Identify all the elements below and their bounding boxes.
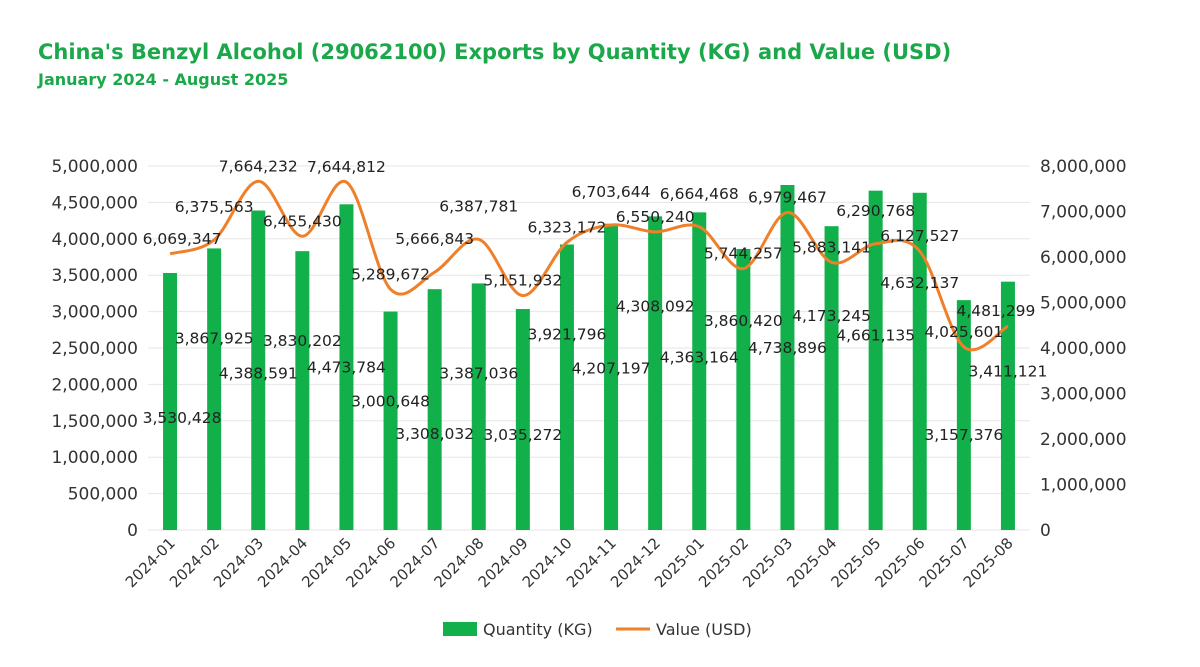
y-left-tick-label: 2,000,000 xyxy=(51,375,138,395)
bar-quantity xyxy=(559,244,574,530)
y-left-tick-label: 5,000,000 xyxy=(51,157,138,177)
data-label-quantity: 4,661,135 xyxy=(836,327,915,345)
data-label-quantity: 4,632,137 xyxy=(880,274,959,292)
data-label-quantity: 3,530,428 xyxy=(143,409,222,427)
data-label-quantity: 3,411,121 xyxy=(969,363,1048,381)
bar-quantity xyxy=(471,283,486,530)
data-label-quantity: 3,860,420 xyxy=(704,312,783,330)
data-label-value: 5,289,672 xyxy=(351,265,430,283)
legend-label-value: Value (USD) xyxy=(656,620,752,639)
data-label-value: 6,703,644 xyxy=(572,183,651,201)
bar-quantity xyxy=(295,251,310,530)
data-label-value: 7,644,812 xyxy=(307,158,386,176)
y-left-tick-label: 1,500,000 xyxy=(51,412,138,432)
data-label-value: 5,744,257 xyxy=(704,245,783,263)
data-label-value: 6,069,347 xyxy=(143,230,222,248)
bar-quantity xyxy=(163,272,178,530)
y-left-tick-label: 500,000 xyxy=(68,485,138,505)
data-label-quantity: 4,173,245 xyxy=(792,307,871,325)
data-label-quantity: 3,387,036 xyxy=(439,364,518,382)
y-right-tick-label: 6,000,000 xyxy=(1040,248,1127,268)
bar-quantity xyxy=(780,185,795,531)
chart-subtitle: January 2024 - August 2025 xyxy=(38,70,289,89)
y-left-tick-label: 4,000,000 xyxy=(51,230,138,250)
data-label-quantity: 3,830,202 xyxy=(263,332,342,350)
bar-quantity xyxy=(515,309,530,530)
line-value xyxy=(169,179,1009,352)
data-label-quantity: 3,921,796 xyxy=(528,325,607,343)
y-right-tick-label: 7,000,000 xyxy=(1040,203,1127,223)
data-label-quantity: 4,363,164 xyxy=(660,348,739,366)
y-right-tick-label: 3,000,000 xyxy=(1040,385,1127,405)
bar-quantity xyxy=(648,216,663,530)
data-label-quantity: 3,157,376 xyxy=(924,426,1003,444)
bar-quantity xyxy=(868,190,883,530)
data-label-value: 5,151,932 xyxy=(483,272,562,290)
bar-quantity xyxy=(207,248,222,531)
data-label-quantity: 4,308,092 xyxy=(616,297,695,315)
data-label-value: 4,025,601 xyxy=(924,323,1003,341)
y-right-tick-label: 5,000,000 xyxy=(1040,294,1127,314)
chart-title: China's Benzyl Alcohol (29062100) Export… xyxy=(38,40,952,64)
data-label-value: 6,323,172 xyxy=(528,218,607,236)
bar-quantity xyxy=(427,289,442,530)
y-right-tick-label: 1,000,000 xyxy=(1040,476,1127,496)
bar-quantity xyxy=(956,300,971,530)
y-right-tick-label: 0 xyxy=(1040,521,1051,541)
data-label-value: 5,883,141 xyxy=(792,238,871,256)
legend-swatch-quantity xyxy=(443,622,477,636)
data-label-quantity: 4,207,197 xyxy=(572,360,651,378)
y-right-tick-label: 8,000,000 xyxy=(1040,157,1127,177)
data-label-value: 6,127,527 xyxy=(880,227,959,245)
y-left-tick-label: 3,000,000 xyxy=(51,303,138,323)
data-label-quantity: 3,000,648 xyxy=(351,393,430,411)
data-label-quantity: 3,867,925 xyxy=(175,329,254,347)
y-left-tick-label: 2,500,000 xyxy=(51,339,138,359)
y-right-tick-label: 4,000,000 xyxy=(1040,339,1127,359)
data-label-value: 6,979,467 xyxy=(748,188,827,206)
y-right-tick-label: 2,000,000 xyxy=(1040,430,1127,450)
bar-quantity xyxy=(692,212,707,530)
bar-quantity xyxy=(604,223,619,530)
bar-quantity xyxy=(912,192,927,530)
data-label-value: 6,375,563 xyxy=(175,198,254,216)
data-label-value: 6,550,240 xyxy=(616,208,695,226)
data-label-quantity: 3,308,032 xyxy=(395,425,474,443)
data-label-quantity: 4,738,896 xyxy=(748,339,827,357)
bar-quantity xyxy=(736,248,751,530)
data-label-quantity: 4,388,591 xyxy=(219,365,298,383)
data-label-value: 6,455,430 xyxy=(263,212,342,230)
legend-label-quantity: Quantity (KG) xyxy=(483,620,593,639)
data-label-quantity: 3,035,272 xyxy=(483,426,562,444)
data-label-quantity: 4,473,784 xyxy=(307,358,386,376)
y-left-tick-label: 4,500,000 xyxy=(51,193,138,213)
data-label-value: 5,666,843 xyxy=(395,230,474,248)
bar-quantity xyxy=(824,226,839,531)
data-label-value: 6,664,468 xyxy=(660,185,739,203)
bar-quantity xyxy=(383,311,398,530)
data-label-value: 6,290,768 xyxy=(836,202,915,220)
y-left-tick-label: 0 xyxy=(127,521,138,541)
data-label-value: 7,664,232 xyxy=(219,157,298,175)
y-left-tick-label: 1,000,000 xyxy=(51,448,138,468)
bar-quantity xyxy=(339,204,354,530)
bar-quantity xyxy=(251,210,266,531)
data-label-value: 4,481,299 xyxy=(957,302,1036,320)
y-left-tick-label: 3,500,000 xyxy=(51,266,138,286)
data-label-value: 6,387,781 xyxy=(439,197,518,215)
bar-quantity xyxy=(1000,281,1015,530)
